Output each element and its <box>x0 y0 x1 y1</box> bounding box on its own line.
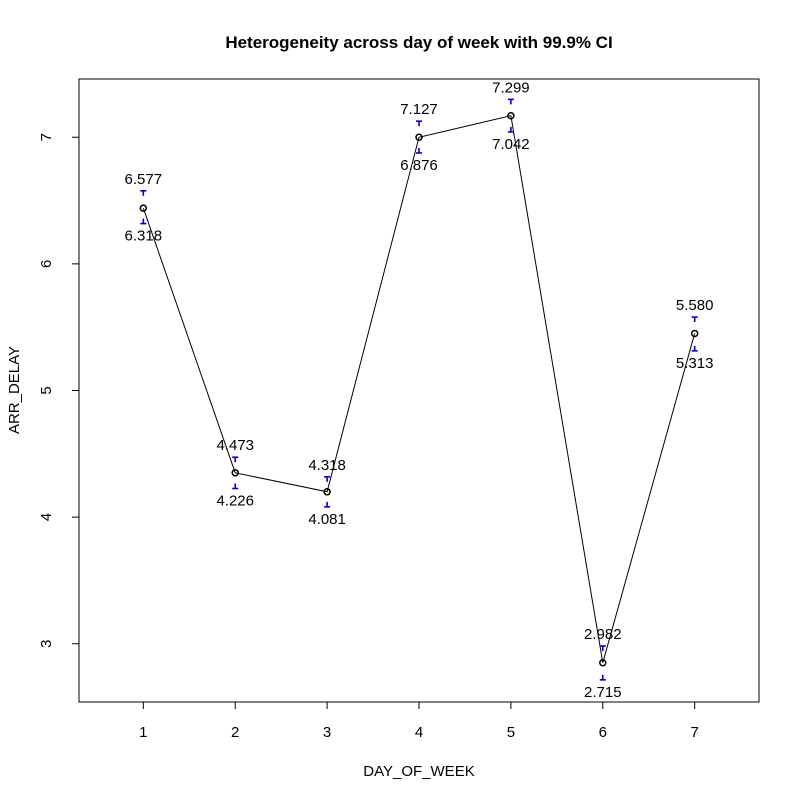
x-tick-label: 2 <box>231 724 239 741</box>
ci-lower-label: 4.081 <box>308 511 346 528</box>
y-tick-label: 7 <box>38 133 55 141</box>
x-tick-label: 7 <box>691 724 699 741</box>
data-point <box>415 133 423 141</box>
ci-lower-label: 6.318 <box>125 228 163 245</box>
ci-lower-label: 7.042 <box>492 136 530 153</box>
x-tick-label: 4 <box>415 724 423 741</box>
x-tick-label: 3 <box>323 724 331 741</box>
data-labels-group: 6.577 6.318 4.473 4.226 4.318 4.081 7.127 6.876… <box>125 79 714 700</box>
ci-upper-label: 4.473 <box>216 437 254 454</box>
x-tick-label: 5 <box>507 724 515 741</box>
ci-lower-label: 4.226 <box>216 493 254 510</box>
ci-lower-label: 2.715 <box>584 684 622 701</box>
y-tick-label: 4 <box>38 513 55 521</box>
data-point <box>690 329 699 338</box>
chart-title: Heterogeneity across day of week with 99… <box>225 33 612 52</box>
y-tick-label: 6 <box>38 260 55 268</box>
points-group <box>139 111 699 667</box>
ci-upper-label: 7.127 <box>400 101 438 118</box>
y-tick-label: 5 <box>38 386 55 394</box>
ci-upper-label: 6.577 <box>125 171 163 188</box>
x-tick-label: 6 <box>599 724 607 741</box>
error-bars-group <box>140 98 698 681</box>
data-point <box>507 111 515 120</box>
ci-upper-label: 4.318 <box>308 457 346 474</box>
ci-upper-label: 7.299 <box>492 79 530 96</box>
data-point <box>323 488 331 496</box>
y-tick-label: 3 <box>38 640 55 648</box>
ci-lower-label: 6.876 <box>400 157 438 174</box>
y-axis-ticks: 3 4 5 6 7 <box>38 133 79 648</box>
ci-upper-label: 5.580 <box>676 297 714 314</box>
data-point <box>599 658 607 667</box>
data-point <box>231 469 239 477</box>
series-group <box>142 115 696 663</box>
x-axis-label: DAY_OF_WEEK <box>363 763 474 780</box>
x-axis-ticks: 1 2 3 4 5 6 7 <box>139 702 699 741</box>
x-tick-label: 1 <box>139 724 147 741</box>
series-line <box>142 115 696 663</box>
ci-lower-label: 5.313 <box>676 355 714 372</box>
ci-upper-label: 2.982 <box>584 626 622 643</box>
data-point <box>139 204 148 212</box>
y-axis-label: ARR_DELAY <box>6 346 23 434</box>
